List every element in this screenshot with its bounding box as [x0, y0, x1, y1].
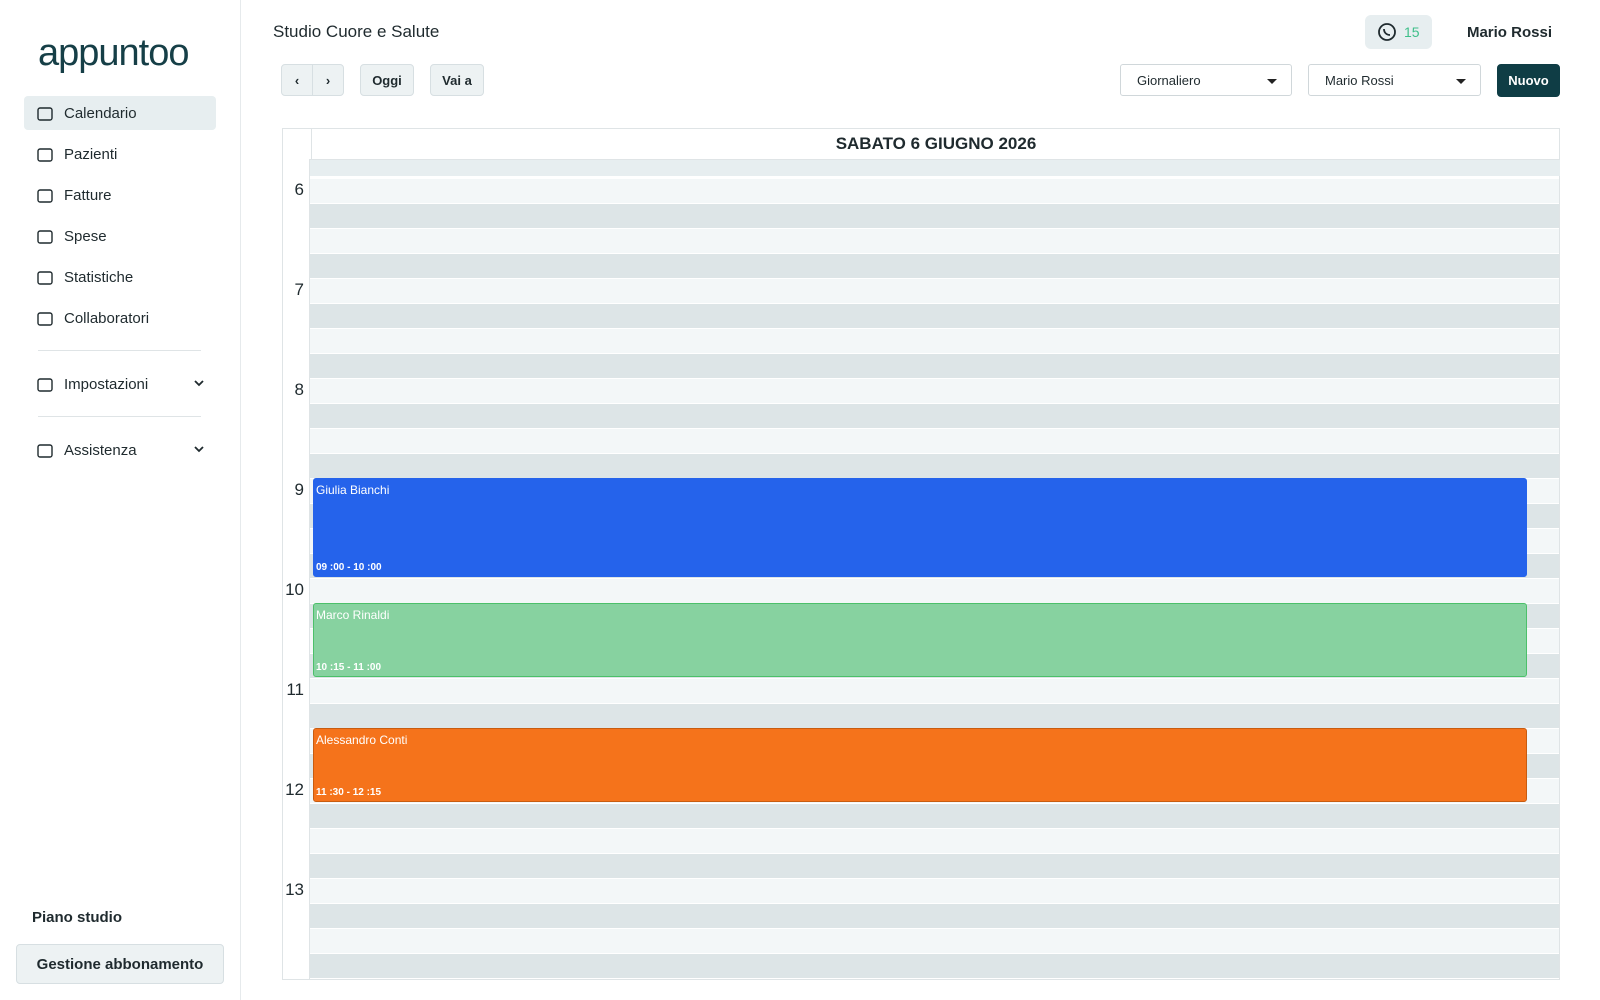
whatsapp-icon — [1378, 23, 1396, 41]
hour-label: 8 — [294, 380, 304, 399]
appointment-name: Marco Rinaldi — [316, 608, 390, 622]
grid-row — [310, 803, 1559, 828]
grid-row — [310, 428, 1559, 453]
grid-row — [310, 853, 1559, 878]
appointment[interactable]: Alessandro Conti 11 :30 - 12 :15 — [313, 728, 1527, 802]
view-select[interactable]: Giornaliero — [1120, 64, 1292, 96]
nav-icon — [37, 107, 53, 121]
grid-row — [310, 928, 1559, 953]
grid-row — [310, 878, 1559, 903]
hour-label: 11 — [286, 680, 304, 699]
nav-icon — [37, 444, 53, 458]
whatsapp-badge[interactable]: 15 — [1365, 15, 1432, 49]
grid-row — [310, 953, 1559, 978]
nav-icon — [37, 271, 53, 285]
appointment[interactable]: Marco Rinaldi 10 :15 - 11 :00 — [313, 603, 1527, 677]
hour-label: 10 — [285, 580, 304, 599]
plan-label: Piano studio — [32, 909, 122, 926]
hour-label: 13 — [285, 880, 304, 899]
nav-icon — [37, 378, 53, 392]
nav-item[interactable]: Pazienti — [24, 137, 216, 171]
grid-row — [310, 403, 1559, 428]
next-button[interactable]: › — [312, 64, 344, 96]
grid-row — [310, 353, 1559, 378]
page-title: Studio Cuore e Salute — [273, 22, 440, 41]
grid-row — [310, 228, 1559, 253]
nav-icon — [37, 189, 53, 203]
grid-row — [310, 703, 1559, 728]
all-day-row — [283, 159, 1560, 176]
hour-label: 9 — [294, 480, 304, 499]
user-name[interactable]: Mario Rossi — [1466, 24, 1552, 41]
nav-item[interactable]: Calendario — [24, 96, 216, 130]
grid-row — [310, 203, 1559, 228]
appointment-name: Alessandro Conti — [316, 733, 408, 747]
sidebar: appuntoo Piano studio Gestione abbonamen… — [0, 0, 241, 1000]
grid-row — [310, 678, 1559, 703]
nav-icon — [37, 312, 53, 326]
appointment-time: 09 :00 - 10 :00 — [316, 562, 382, 573]
nav-item[interactable]: Statistiche — [24, 260, 216, 294]
separator — [38, 350, 201, 351]
today-button[interactable]: Oggi — [360, 64, 414, 96]
nav-section[interactable]: Assistenza — [24, 433, 216, 467]
grid-row — [310, 178, 1559, 203]
prev-button[interactable]: ‹ — [281, 64, 313, 96]
appointment-time: 10 :15 - 11 :00 — [316, 662, 382, 673]
nav-item[interactable]: Fatture — [24, 178, 216, 212]
grid-row — [310, 453, 1559, 478]
appointment-time: 11 :30 - 12 :15 — [316, 787, 382, 798]
chevron — [194, 446, 204, 453]
plan-button[interactable]: Gestione abbonamento — [16, 944, 224, 984]
whatsapp-count: 15 — [1404, 24, 1420, 40]
hour-label: 6 — [294, 180, 304, 199]
grid-row — [310, 378, 1559, 403]
nav-icon — [37, 148, 53, 162]
logo: appuntoo — [38, 32, 189, 74]
date-heading: SABATO 6 GIUGNO 2026 — [311, 129, 1560, 159]
hour-label: 12 — [285, 780, 304, 799]
grid-row — [310, 903, 1559, 928]
separator — [38, 416, 201, 417]
nav-item[interactable]: Spese — [24, 219, 216, 253]
hour-column — [283, 159, 310, 979]
grid-row — [310, 303, 1559, 328]
chevron — [194, 380, 204, 387]
grid-row — [310, 278, 1559, 303]
hour-label: 7 — [294, 280, 304, 299]
appointment[interactable]: Giulia Bianchi 09 :00 - 10 :00 — [313, 478, 1527, 577]
grid-row — [310, 578, 1559, 603]
grid-row — [310, 253, 1559, 278]
nav-icon — [37, 230, 53, 244]
appointment-name: Giulia Bianchi — [316, 483, 390, 497]
goto-button[interactable]: Vai a — [430, 64, 484, 96]
new-button[interactable]: Nuovo — [1497, 64, 1560, 97]
grid-row — [310, 328, 1559, 353]
grid-row — [310, 828, 1559, 853]
nav-section[interactable]: Impostazioni — [24, 367, 216, 401]
staff-select[interactable]: Mario Rossi — [1308, 64, 1481, 96]
calendar: SABATO 6 GIUGNO 2026 — [282, 128, 1560, 980]
nav-item[interactable]: Collaboratori — [24, 301, 216, 335]
